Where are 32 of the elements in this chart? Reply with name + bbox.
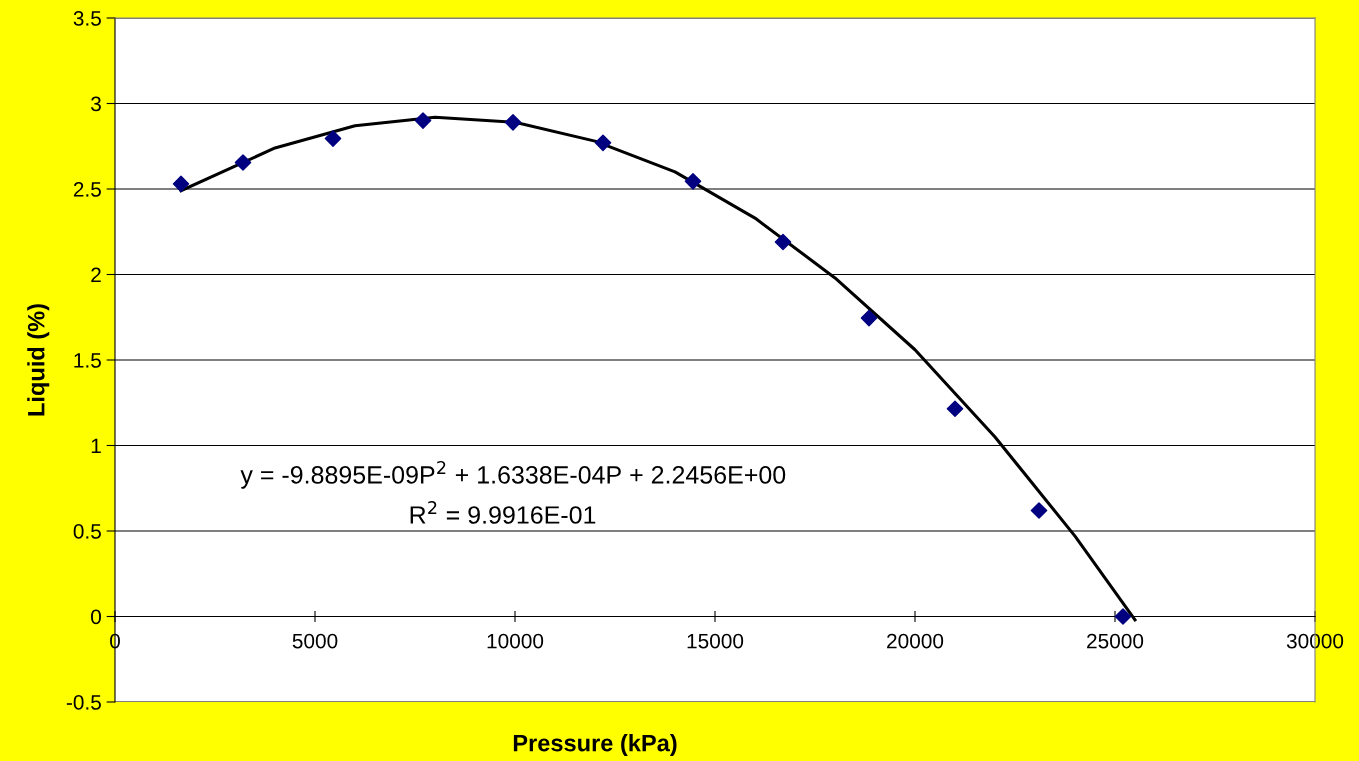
annotation: R$^{2}$ = 9.9916E-01 — [410, 501, 596, 524]
point — [594, 134, 612, 152]
point — [172, 175, 190, 193]
y-tick-label: 2.5 — [73, 182, 101, 197]
point — [234, 154, 252, 171]
x-tick-label: 15000 — [687, 633, 744, 649]
point — [946, 400, 964, 418]
x-tick-label: 0 — [110, 633, 120, 649]
y-tick-label: 0 — [91, 609, 101, 625]
y-tick-label: 1 — [91, 438, 101, 454]
y-axis-title: Liquid (%) — [27, 304, 50, 416]
y-tick-label: 1.5 — [74, 353, 101, 368]
point — [324, 130, 342, 147]
y-tick-label: 2 — [91, 267, 101, 283]
point — [414, 112, 432, 129]
annotation: y = -9.8895E-09P$^{2}$ + 1.6338E-04P + 2.2456E+00 — [240, 460, 786, 489]
x-tick-label: 20000 — [887, 633, 944, 649]
y-tick-label: 3.5 — [73, 11, 101, 26]
x-tick-label: 10000 — [487, 633, 544, 649]
point — [504, 114, 522, 131]
x-tick-label: 25000 — [1087, 633, 1144, 649]
y-tick-label: -0.5 — [66, 695, 101, 710]
x-axis-title: Pressure (kPa) — [513, 734, 677, 757]
y-tick-label: 3 — [91, 96, 101, 112]
x-tick-label: 5000 — [292, 633, 338, 649]
point — [1114, 608, 1132, 625]
y-tick-label: 0.5 — [73, 524, 101, 539]
point — [1030, 502, 1048, 519]
x-tick-label: 30000 — [1286, 633, 1344, 649]
point — [684, 173, 702, 190]
point — [774, 233, 792, 251]
point — [860, 309, 878, 327]
